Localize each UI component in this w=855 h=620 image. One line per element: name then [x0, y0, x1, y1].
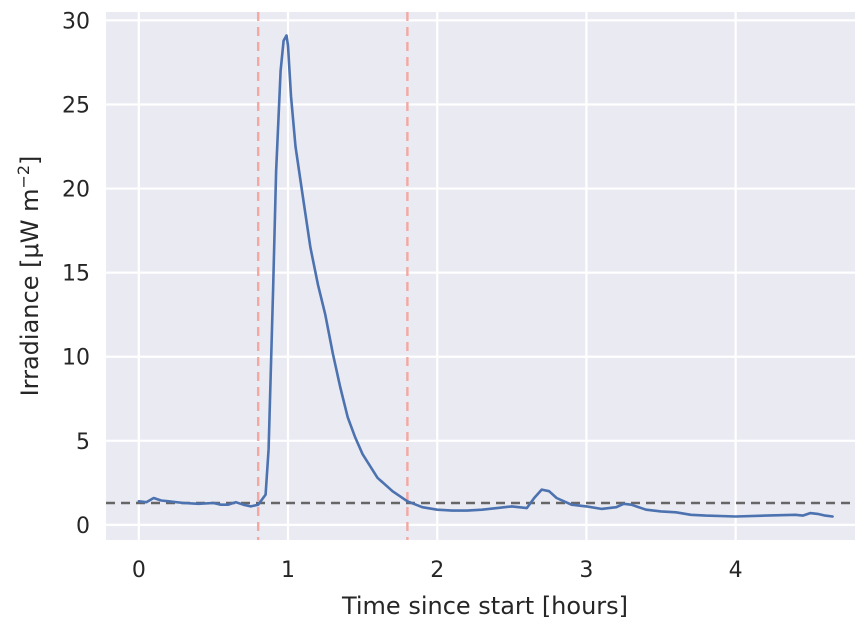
x-tick-label: 2: [430, 558, 444, 583]
y-tick-label: 10: [62, 346, 90, 371]
x-tick-label: 1: [281, 558, 295, 583]
y-tick-label: 25: [62, 93, 90, 118]
x-axis-label: Time since start [hours]: [341, 592, 628, 620]
series-group: [137, 34, 834, 518]
y-tick-label: 20: [62, 178, 90, 203]
y-tick-label: 30: [62, 9, 90, 34]
x-tick-label: 0: [132, 558, 146, 583]
x-axis-ticks: 0 1 2 3 4: [132, 558, 743, 583]
x-tick-label: 3: [579, 558, 593, 583]
y-axis-label-superscript: −2: [14, 165, 33, 189]
y-axis-ticks: 0 5 10 15 20 25 30: [62, 9, 90, 538]
x-tick-label: 4: [729, 558, 743, 583]
y-axis-label: Irradiance [μW m−2]: [14, 156, 44, 397]
y-tick-label: 15: [62, 262, 90, 287]
y-axis-label-close: ]: [16, 156, 44, 165]
irradiance-series-line: [137, 34, 834, 518]
y-axis-label-main: Irradiance [μW m: [16, 189, 44, 397]
grid: [106, 12, 855, 540]
y-tick-label: 0: [76, 514, 90, 539]
plot-background: [106, 12, 855, 540]
y-tick-label: 5: [76, 430, 90, 455]
